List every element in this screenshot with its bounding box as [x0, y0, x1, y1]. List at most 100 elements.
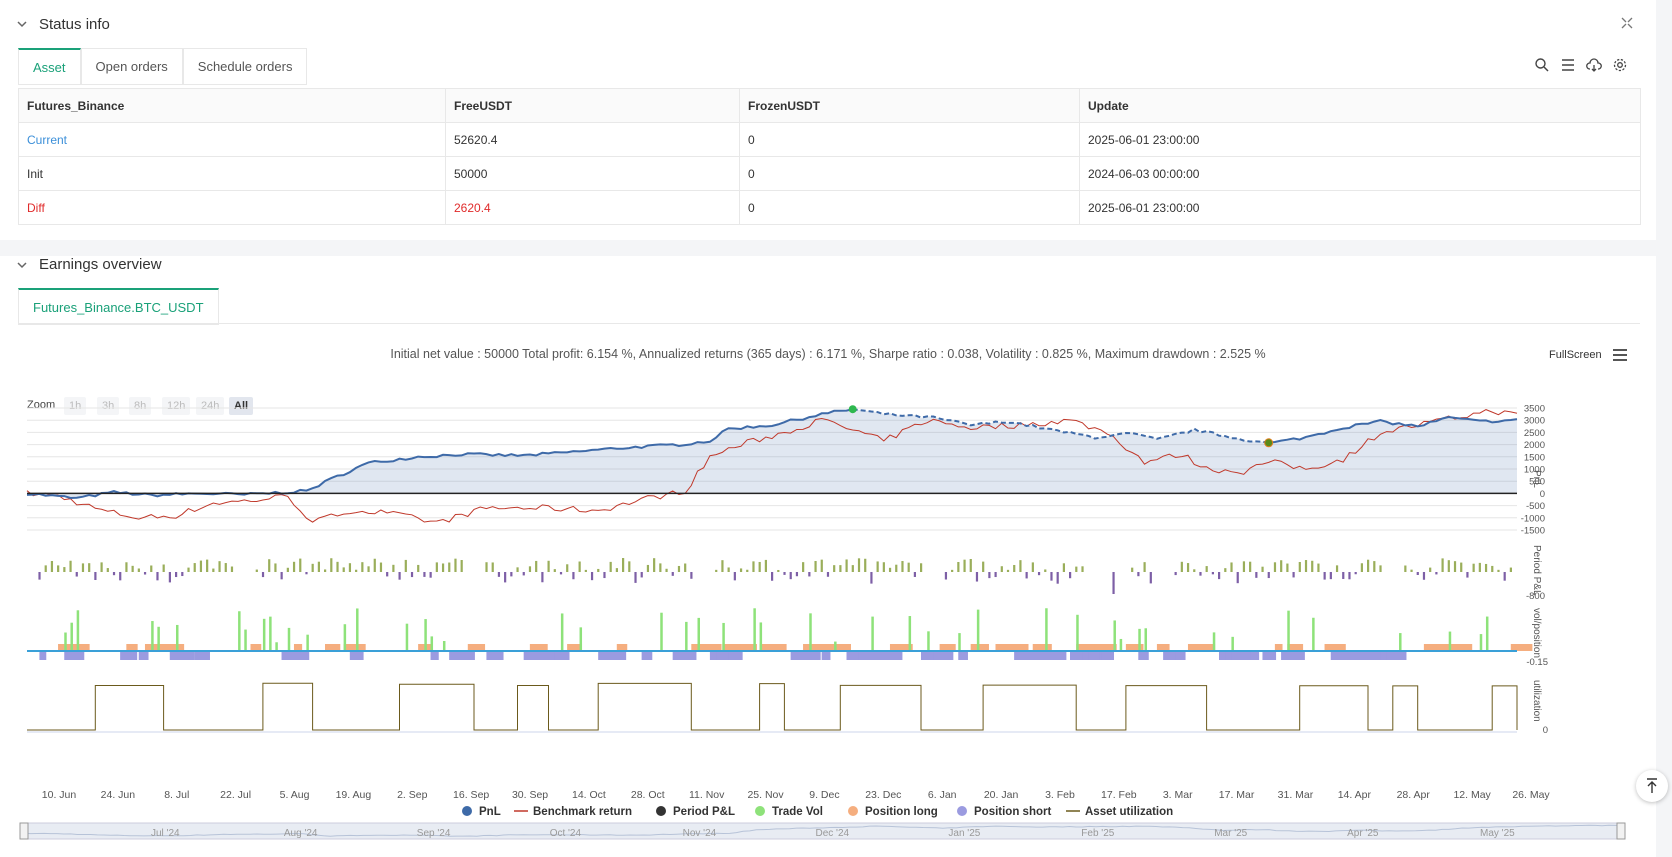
- trade-vol-bar: [76, 610, 80, 651]
- col-header: FrozenUSDT: [739, 88, 1080, 123]
- period-bar: [826, 572, 830, 577]
- period-bar: [1273, 562, 1277, 572]
- trade-vol-bar: [1045, 608, 1048, 651]
- position-short-bar: [1014, 652, 1023, 660]
- trade-vol-bar: [722, 622, 725, 651]
- period-bar: [944, 572, 948, 580]
- x-tick-label: 28. Apr: [1397, 789, 1431, 801]
- position-long-bar: [144, 644, 168, 651]
- period-bar: [1441, 558, 1444, 572]
- tab-open-orders[interactable]: Open orders: [80, 48, 183, 84]
- tab-futures-binance-btc-usdt[interactable]: Futures_Binance.BTC_USDT: [18, 288, 219, 324]
- period-bar: [957, 561, 960, 572]
- period-bar: [1050, 572, 1053, 581]
- col-header: FreeUSDT: [445, 88, 740, 123]
- gear-icon[interactable]: [1612, 57, 1628, 73]
- period-bar: [559, 572, 563, 575]
- zoom-8h-button[interactable]: 8h: [129, 397, 152, 415]
- period-bar: [429, 572, 432, 578]
- period-bar: [1044, 569, 1047, 572]
- period-bar: [1435, 572, 1438, 575]
- navigator-tick-label: Jul '24: [151, 828, 180, 839]
- zoom-24h-button[interactable]: 24h: [196, 397, 225, 415]
- legend-item: Trade Vol: [772, 806, 823, 818]
- back-to-top-button[interactable]: [1636, 770, 1668, 802]
- trade-vol-bar: [1138, 628, 1141, 651]
- table-row: Diff 2620.4 0 2025-06-01 23:00:00: [18, 190, 1641, 225]
- zoom-12h-button[interactable]: 12h: [162, 397, 191, 415]
- asset-table: Futures_Binance FreeUSDT FrozenUSDT Upda…: [18, 88, 1641, 225]
- status-info-title: Status info: [39, 16, 110, 33]
- period-bar: [398, 572, 401, 580]
- period-bar: [156, 572, 159, 581]
- period-bar: [168, 572, 171, 583]
- position-short-bar: [1281, 652, 1305, 660]
- vol-tick-label: -0.15: [1526, 657, 1548, 668]
- period-bar: [845, 559, 848, 572]
- row-label[interactable]: Current: [18, 122, 446, 157]
- position-long-bar: [163, 644, 185, 651]
- zoom-all-button[interactable]: All: [229, 397, 254, 415]
- tab-asset[interactable]: Asset: [18, 48, 81, 84]
- period-bar: [410, 572, 414, 578]
- tab-schedule-orders[interactable]: Schedule orders: [182, 48, 308, 84]
- period-bar: [1075, 566, 1078, 572]
- menu-icon[interactable]: [1612, 348, 1628, 362]
- period-bar: [1379, 565, 1382, 572]
- navigator-tick-label: Sep '24: [417, 828, 451, 839]
- navigator-series: [23, 824, 1623, 837]
- period-bar: [292, 561, 296, 572]
- trade-vol-bar: [306, 634, 309, 651]
- period-bar: [882, 562, 885, 572]
- period-bar: [1298, 562, 1301, 572]
- x-tick-label: 25. Nov: [747, 789, 784, 801]
- period-bar: [1205, 566, 1208, 572]
- period-bar: [541, 572, 544, 583]
- pnl-tick-label: 0: [1540, 489, 1545, 500]
- period-bar: [125, 562, 128, 572]
- period-bar: [485, 562, 488, 572]
- period-bar: [522, 572, 525, 576]
- pnl-tick-label: 2000: [1524, 440, 1545, 451]
- period-bar: [653, 558, 656, 572]
- chevron-down-icon[interactable]: [15, 17, 29, 31]
- trade-vol-bar: [176, 624, 179, 651]
- zoom-3h-button[interactable]: 3h: [97, 397, 120, 415]
- cloud-download-icon[interactable]: [1586, 57, 1602, 73]
- position-long-bar: [567, 644, 583, 651]
- legend-item: PnL: [479, 806, 501, 818]
- period-bar: [528, 566, 532, 572]
- chevron-down-icon[interactable]: [15, 258, 29, 272]
- period-bar: [584, 569, 587, 572]
- x-tick-label: 3. Feb: [1045, 789, 1075, 801]
- trade-vol-bar: [275, 642, 278, 651]
- position-short-bar: [1038, 652, 1067, 660]
- zoom-1h-button[interactable]: 1h: [64, 397, 87, 415]
- period-bar: [491, 562, 494, 572]
- collapse-icon[interactable]: [1620, 16, 1634, 30]
- period-bar: [305, 572, 308, 575]
- trade-vol-bar: [1113, 620, 1116, 651]
- fullscreen-button[interactable]: FullScreen: [1549, 349, 1602, 361]
- x-tick-label: 23. Dec: [865, 789, 901, 801]
- divider: [18, 323, 1640, 324]
- trade-vol-bar: [151, 621, 154, 651]
- position-long-bar: [1032, 644, 1052, 651]
- period-bar: [1019, 560, 1022, 572]
- period-bar: [951, 569, 954, 572]
- position-short-bar: [449, 652, 475, 660]
- search-icon[interactable]: [1534, 57, 1550, 73]
- row-label: Init: [18, 156, 446, 191]
- list-icon[interactable]: [1560, 57, 1576, 73]
- trade-vol-bar: [1076, 614, 1079, 651]
- position-short-bar: [1020, 652, 1048, 660]
- period-bar: [1081, 566, 1084, 572]
- position-long-bar: [1156, 644, 1170, 651]
- period-bar: [603, 572, 606, 579]
- x-tick-label: 2. Sep: [397, 789, 428, 801]
- period-bar: [299, 558, 302, 572]
- cell-update: 2025-06-01 23:00:00: [1079, 190, 1641, 225]
- trade-vol-bar: [1399, 633, 1402, 651]
- period-bar: [535, 560, 538, 572]
- period-bar: [615, 568, 618, 572]
